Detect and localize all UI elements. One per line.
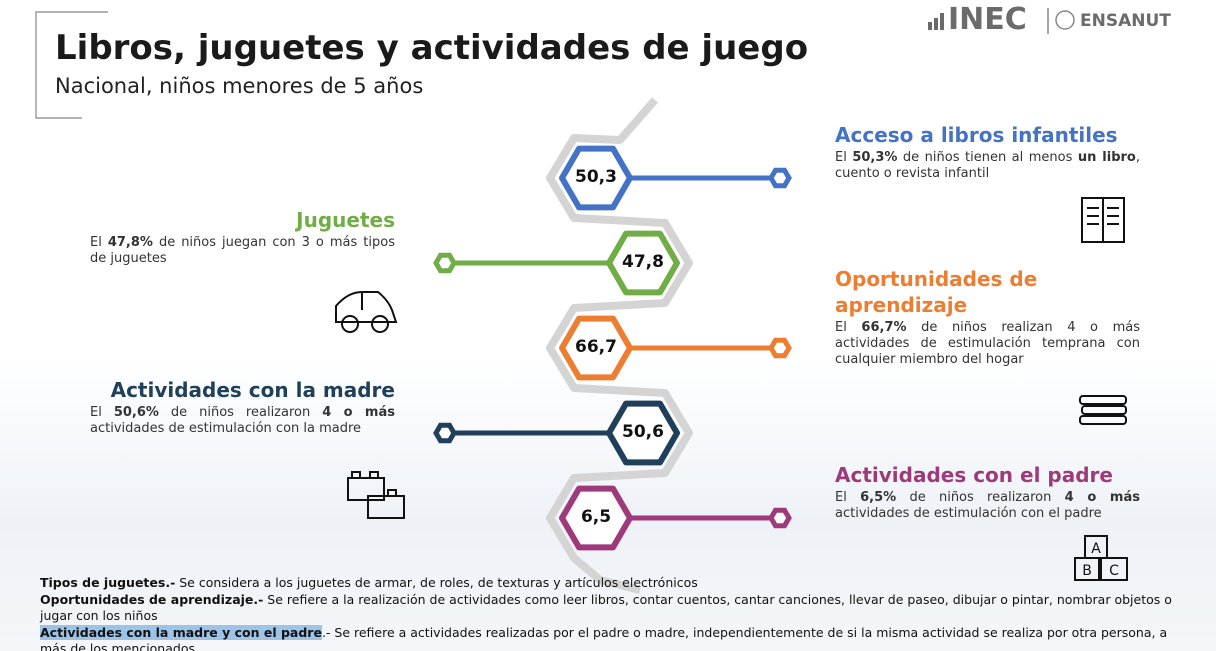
item-description: El 50,6% de niños realizaron 4 o más act… xyxy=(90,405,395,437)
line-end xyxy=(768,337,792,359)
value-label: 47,8 xyxy=(622,252,664,272)
logo-ensanut: ENSANUT xyxy=(1080,11,1171,31)
line-end xyxy=(768,167,792,189)
footnote: Oportunidades de aprendizaje.- Se refier… xyxy=(40,592,1180,625)
footnote-term: Oportunidades de aprendizaje.- xyxy=(40,591,264,607)
value-hexagon xyxy=(559,485,633,551)
title: Libros, juguetes y actividades de juego xyxy=(55,28,809,68)
title-frame xyxy=(35,11,108,119)
value-hexagon xyxy=(606,400,680,466)
svg-text:A: A xyxy=(1091,541,1101,557)
footnote-text: .- Se refiere a actividades realizadas p… xyxy=(40,624,1168,651)
description-part: , cuento o revista infantil xyxy=(835,150,1140,181)
item-title: Actividades con la madre xyxy=(110,378,395,402)
description-part: 4 o más xyxy=(322,405,395,420)
line-end xyxy=(433,252,457,274)
value-hexagon xyxy=(559,315,633,381)
value-hexagon xyxy=(559,145,633,211)
icon-books xyxy=(1079,395,1127,425)
description-part: 6,5% xyxy=(860,490,897,505)
footnote: Actividades con la madre y con el padre.… xyxy=(40,624,1180,651)
description-part: 50,6% xyxy=(113,405,159,420)
item-description: El 50,3% de niños tienen al menos un lib… xyxy=(835,150,1140,182)
description-part: de niños realizaron xyxy=(896,490,1065,505)
item-title: Oportunidades de aprendizaje xyxy=(835,267,1038,317)
connector xyxy=(546,97,693,594)
item-description: El 6,5% de niños realizaron 4 o más acti… xyxy=(835,490,1140,522)
icon-book xyxy=(1081,197,1125,243)
description-part: actividades de estimulación con la madre xyxy=(90,421,362,436)
description-part: El xyxy=(90,235,108,250)
footnote-term: Tipos de juguetes.- xyxy=(40,575,176,590)
item-description: El 47,8% de niños juegan con 3 o más tip… xyxy=(90,235,395,267)
svg-text:B: B xyxy=(1082,563,1092,579)
footnote-term: Actividades con la madre y con el padre xyxy=(40,624,322,640)
icon-car xyxy=(335,291,398,333)
item-title: Juguetes xyxy=(296,208,395,232)
description-part: 66,7% xyxy=(861,320,907,335)
description-part: 47,8% xyxy=(107,235,153,250)
icon-abc: A B C xyxy=(1074,535,1128,581)
footnote: Tipos de juguetes.- Se considera a los j… xyxy=(40,575,1180,592)
description-part: El xyxy=(835,490,861,505)
svg-text:C: C xyxy=(1109,563,1119,579)
description-part: 4 o más xyxy=(1064,490,1140,505)
item-title: Actividades con el padre xyxy=(835,463,1113,487)
logo-heart xyxy=(1055,10,1075,30)
description-part: de niños realizan 4 o más actividades de… xyxy=(835,320,1141,367)
description-part: El xyxy=(90,405,114,420)
value-label: 6,5 xyxy=(580,507,612,527)
value-hexagon xyxy=(606,230,680,296)
footnote-text: Se refiere a la realización de actividad… xyxy=(40,591,1172,624)
value-label: 50,3 xyxy=(575,167,617,187)
value-label: 50,6 xyxy=(622,422,664,442)
line-end xyxy=(768,507,792,529)
logo-inec: INEC xyxy=(948,2,1027,37)
subtitle: Nacional, niños menores de 5 años xyxy=(55,74,424,98)
description-part: un libro xyxy=(1077,150,1136,165)
footnotes: Tipos de juguetes.- Se considera a los j… xyxy=(40,575,1180,651)
item-title: Acceso a libros infantiles xyxy=(835,123,1118,147)
icon-blocks xyxy=(347,471,405,519)
description-part: El xyxy=(835,150,853,165)
item-description: El 66,7% de niños realizan 4 o más activ… xyxy=(835,320,1140,368)
line-end xyxy=(433,422,457,444)
value-label: 66,7 xyxy=(575,337,617,357)
description-part: El xyxy=(835,320,862,335)
description-part: de niños juegan con 3 o más tipos de jug… xyxy=(90,235,395,266)
description-part: actividades de estimulación con el padre xyxy=(835,506,1102,521)
description-part: de niños tienen al menos xyxy=(897,150,1078,165)
footnote-text: Se considera a los juguetes de armar, de… xyxy=(175,575,698,590)
logo-bars xyxy=(928,13,944,30)
description-part: de niños realizaron xyxy=(158,405,323,420)
description-part: 50,3% xyxy=(852,150,898,165)
